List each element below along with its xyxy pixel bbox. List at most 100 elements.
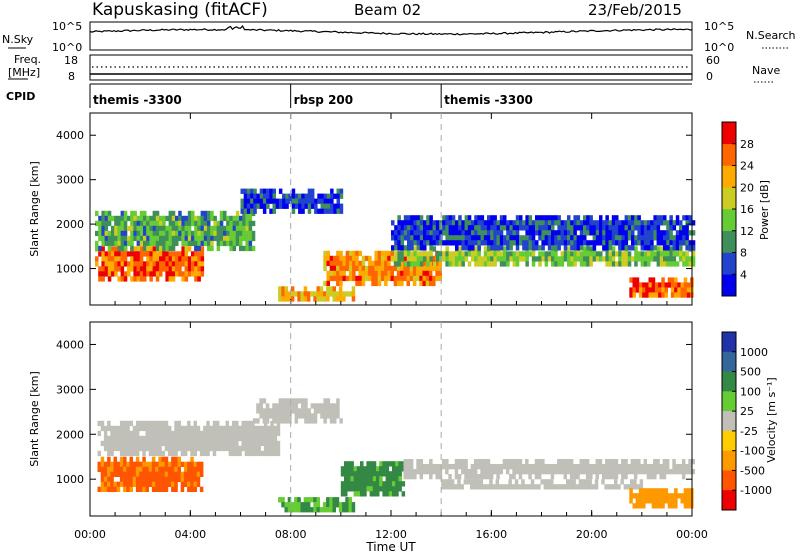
data-cell (387, 255, 391, 262)
data-cell (666, 256, 670, 262)
data-cell (567, 235, 571, 241)
freq-right-tick-bottom: 0 (706, 70, 713, 83)
data-cell (356, 491, 361, 497)
data-cell (394, 230, 398, 236)
data-cell (307, 193, 312, 199)
data-cell (229, 220, 233, 227)
data-cell (473, 459, 478, 465)
data-cell (278, 403, 283, 409)
data-cell (480, 235, 485, 241)
data-cell (519, 256, 523, 262)
data-cell (537, 464, 542, 470)
data-cell (167, 430, 172, 437)
data-cell (197, 245, 201, 252)
data-cell (256, 418, 260, 424)
data-cell (339, 275, 343, 282)
data-cell (330, 203, 334, 209)
data-cell (130, 266, 134, 272)
data-cell (203, 235, 208, 242)
data-cell (406, 469, 411, 475)
data-cell (301, 398, 305, 404)
data-cell (624, 459, 628, 465)
data-cell (563, 459, 567, 465)
data-cell (583, 256, 587, 262)
data-cell (557, 464, 561, 470)
data-cell (444, 479, 448, 485)
data-cell (363, 476, 367, 482)
data-cell (178, 256, 182, 262)
data-cell (647, 240, 651, 246)
data-cell (167, 466, 172, 472)
data-cell (658, 493, 662, 499)
data-cell (194, 225, 198, 232)
data-cell (162, 251, 166, 257)
data-cell (174, 486, 178, 492)
data-cell (621, 240, 625, 246)
data-cell (209, 440, 213, 447)
data-cell (200, 215, 205, 222)
data-cell (244, 420, 249, 427)
data-cell (509, 225, 513, 231)
data-cell (146, 271, 150, 277)
data-cell (653, 235, 657, 241)
data-cell (239, 230, 243, 237)
data-cell (223, 225, 227, 232)
data-cell (470, 479, 474, 485)
data-cell (320, 198, 324, 204)
data-cell (288, 193, 292, 199)
data-cell (391, 220, 395, 226)
data-cell (388, 486, 393, 492)
data-cell (164, 440, 169, 447)
data-cell (490, 235, 494, 241)
data-cell (605, 469, 609, 475)
data-cell (294, 408, 299, 414)
data-cell (369, 466, 374, 472)
data-cell (225, 420, 229, 427)
data-cell (442, 215, 446, 221)
data-cell (635, 287, 640, 293)
data-cell (426, 261, 430, 267)
data-cell (461, 261, 465, 267)
data-cell (248, 215, 253, 222)
data-cell (403, 245, 408, 251)
data-cell (353, 471, 358, 477)
data-cell (98, 235, 102, 242)
data-cell (294, 418, 299, 424)
data-cell (167, 476, 172, 482)
data-cell (611, 459, 615, 465)
data-cell (397, 256, 401, 262)
data-cell (629, 488, 633, 494)
data-cell (390, 275, 394, 282)
data-cell (423, 240, 427, 246)
data-cell (251, 430, 255, 437)
data-cell (538, 220, 542, 226)
data-cell (348, 497, 352, 503)
data-cell (509, 220, 513, 226)
data-cell (667, 498, 672, 504)
data-cell (350, 471, 354, 477)
data-cell (524, 484, 528, 490)
data-cell (262, 413, 267, 419)
data-cell (107, 266, 112, 272)
data-cell (104, 261, 109, 267)
data-cell (642, 287, 646, 293)
data-cell (262, 193, 267, 199)
data-cell (225, 425, 229, 432)
data-cell (416, 235, 421, 241)
data-cell (560, 240, 565, 246)
velocity-colorbar-label: Velocity [m s⁻¹] (765, 377, 778, 462)
data-cell (345, 291, 349, 297)
data-cell (352, 270, 356, 277)
data-cell (107, 471, 111, 477)
data-cell (223, 215, 227, 222)
data-cell (194, 240, 198, 247)
data-cell (323, 265, 327, 272)
data-cell (419, 251, 424, 257)
data-cell (103, 486, 108, 492)
data-cell (435, 474, 439, 480)
data-cell (666, 235, 670, 241)
data-cell (563, 230, 568, 236)
data-cell (129, 476, 133, 482)
data-cell (579, 459, 583, 465)
